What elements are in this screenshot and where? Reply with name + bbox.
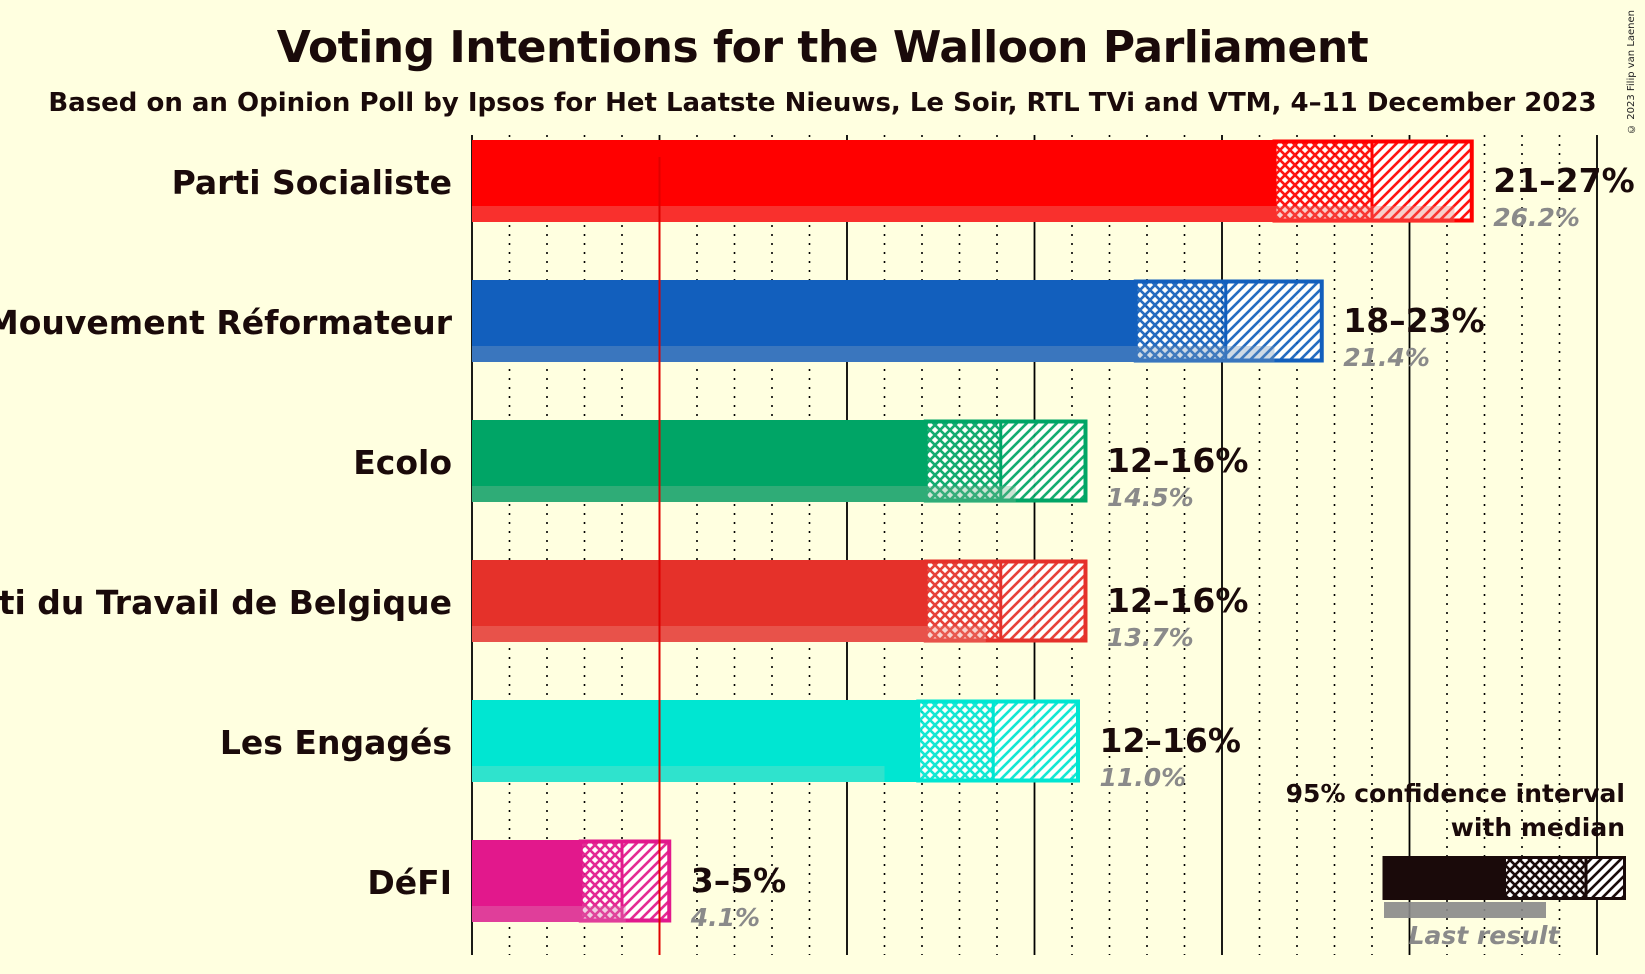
- ci-lower-segment-ecolo: [925, 420, 1001, 502]
- last-result-label-ecolo: 14.5%: [1107, 483, 1194, 512]
- ci-lower-segment-d-fi: [580, 840, 622, 922]
- range-label-les-engag-s: 12–16%: [1100, 721, 1241, 760]
- party-label-parti-socialiste: Parti Socialiste: [172, 163, 452, 202]
- bars: [472, 139, 1474, 955]
- last-result-overlay-parti-socialiste: [472, 206, 1455, 222]
- ci-lower-segment-parti-du-travail-de-belgique: [925, 560, 1001, 642]
- ci-upper-segment-parti-socialiste: [1372, 140, 1474, 222]
- bar-solid-mouvement-r-formateur: [472, 280, 1136, 362]
- range-label-ecolo: 12–16%: [1107, 441, 1248, 480]
- legend-last-result-label: Last result: [1409, 921, 1561, 950]
- ci-upper-segment-les-engag-s: [993, 700, 1080, 782]
- ci-outline-d-fi: [578, 839, 672, 923]
- bar-solid-parti-du-travail-de-belgique: [472, 560, 926, 642]
- legend-last-result-bar: [1384, 902, 1546, 918]
- last-result-overlay-mouvement-r-formateur: [472, 346, 1275, 362]
- bar-solid-parti-socialiste: [472, 140, 1275, 222]
- ci-upper-segment-mouvement-r-formateur: [1225, 280, 1324, 362]
- party-label-mouvement-r-formateur: Mouvement Réformateur: [0, 303, 453, 342]
- range-label-mouvement-r-formateur: 18–23%: [1343, 301, 1484, 340]
- range-label-d-fi: 3–5%: [691, 861, 787, 900]
- ci-outline-ecolo: [923, 419, 1088, 503]
- legend-outline: [1382, 856, 1626, 900]
- party-label-ecolo: Ecolo: [353, 443, 452, 482]
- bar-solid-ecolo: [472, 420, 926, 502]
- last-result-label-parti-socialiste: 26.2%: [1493, 203, 1580, 232]
- legend: 95% confidence interval with median Last r…: [1286, 779, 1626, 950]
- grid-lines: [471, 135, 1598, 955]
- ci-lower-segment-parti-socialiste: [1274, 140, 1372, 222]
- legend-diagonal-segment: [1586, 856, 1626, 900]
- ci-upper-segment-d-fi: [622, 840, 671, 922]
- bar-solid-d-fi: [472, 840, 581, 922]
- range-label-parti-du-travail-de-belgique: 12–16%: [1107, 581, 1248, 620]
- ci-outline-parti-du-travail-de-belgique: [923, 559, 1088, 643]
- last-result-label-mouvement-r-formateur: 21.4%: [1343, 343, 1430, 372]
- last-result-overlay-d-fi: [472, 906, 626, 922]
- ci-outline-mouvement-r-formateur: [1133, 279, 1324, 363]
- legend-crosshatch-segment: [1506, 856, 1586, 900]
- party-label-les-engag-s: Les Engagés: [220, 723, 452, 762]
- range-label-parti-socialiste: 21–27%: [1493, 161, 1634, 200]
- ci-outline-les-engag-s: [916, 699, 1080, 783]
- ci-lower-segment-les-engag-s: [918, 700, 994, 782]
- legend-title-line1: 95% confidence interval: [1286, 779, 1625, 808]
- labels: Parti Socialiste 21–27% 26.2% Mouvement Réf…: [0, 161, 1635, 932]
- chart-title: Voting Intentions for the Walloon Parlia…: [276, 22, 1369, 73]
- party-label-d-fi: DéFI: [367, 863, 452, 902]
- last-result-overlay-parti-du-travail-de-belgique: [472, 626, 986, 642]
- bar-solid-les-engag-s: [472, 700, 919, 782]
- last-result-overlay-les-engag-s: [472, 766, 885, 782]
- legend-title-line2: with median: [1451, 813, 1625, 842]
- chart-subtitle: Based on an Opinion Poll by Ipsos for He…: [48, 88, 1597, 118]
- last-result-overlay-ecolo: [472, 486, 1016, 502]
- last-result-label-parti-du-travail-de-belgique: 13.7%: [1107, 623, 1194, 652]
- party-label-parti-du-travail-de-belgique: Parti du Travail de Belgique: [0, 583, 452, 622]
- last-result-label-les-engag-s: 11.0%: [1100, 763, 1187, 792]
- legend-solid-bar: [1384, 856, 1506, 900]
- ci-upper-segment-parti-du-travail-de-belgique: [1000, 560, 1087, 642]
- ci-upper-segment-ecolo: [1000, 420, 1087, 502]
- last-result-label-d-fi: 4.1%: [690, 903, 760, 932]
- ci-lower-segment-mouvement-r-formateur: [1135, 280, 1226, 362]
